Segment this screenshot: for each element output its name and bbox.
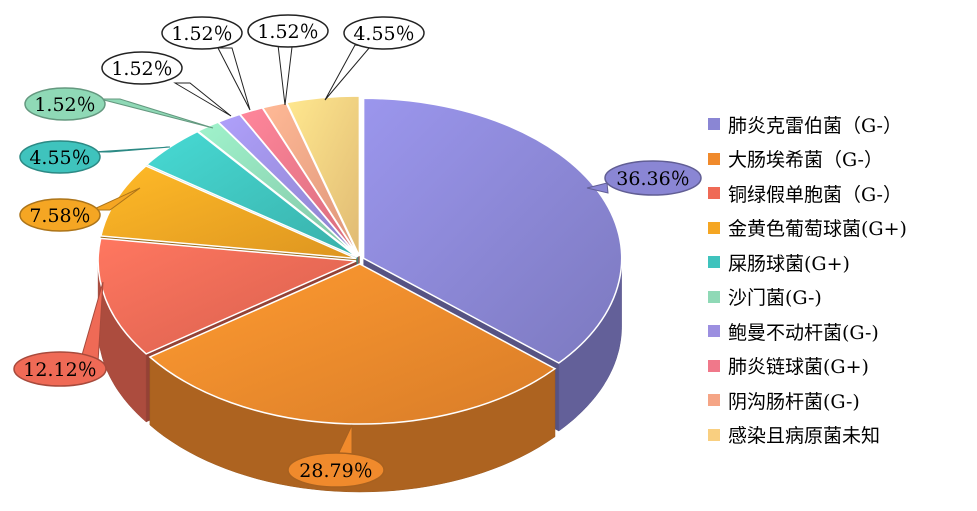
callout-bubble [19,198,101,232]
legend-swatch [708,256,720,269]
legend-item: 铜绿假单胞菌（G-） [708,176,973,211]
data-label: 4.55％ [353,23,414,45]
legend-swatch [708,325,720,338]
callout-bubble [604,160,702,196]
callout-pointer [173,82,232,117]
legend-label: 肺炎克雷伯菌（G-） [728,114,902,137]
data-label: 28.79％ [299,460,372,482]
legend-item: 鲍曼不动杆菌(G-) [708,314,973,349]
data-label: 1.52％ [111,58,172,80]
data-label-callouts: 36.36％ 28.79％ 12.12％ 7.58％ 4.55％ 1.52％ 1.52％ 1.… [13,14,702,488]
pie-slices [97,95,623,425]
legend-label: 屎肠球菌(G+) [728,252,850,275]
callout-bubble [247,14,329,48]
callout-pointer [79,281,104,363]
legend-swatch [708,152,720,165]
legend-swatch [708,428,720,441]
data-label: 7.58％ [29,205,90,227]
pie-slice-9 [285,95,361,257]
legend-item: 金黄色葡萄球菌(G+) [708,211,973,246]
callout-bubble [13,351,107,387]
legend-label: 肺炎链球菌(G+) [728,356,869,379]
pie-slice-1 [148,263,557,425]
legend-label: 铜绿假单胞菌（G-） [728,183,902,206]
callout-pointer [324,44,371,101]
legend-swatch [708,187,720,200]
data-label: 1.52％ [34,94,95,116]
legend-swatch [708,290,720,303]
callout-pointer [91,187,141,211]
legend-swatch [708,118,720,131]
callout-pointer [91,146,171,153]
legend-label: 金黄色葡萄球菌(G+) [728,218,907,241]
callout-bubble [287,452,385,488]
legend-item: 沙门菌(G-) [708,280,973,315]
callout-pointer [277,44,293,106]
data-label: 1.52％ [257,21,318,43]
legend-label: 沙门菌(G-) [728,287,822,310]
data-label: 36.36％ [616,168,689,190]
data-label: 4.55％ [29,147,90,169]
callout-bubble [24,87,106,121]
callout-pointer [217,47,251,111]
pie-slice-2 [97,237,357,355]
callout-bubble [101,51,183,85]
legend-item: 感染且病原菌未知 [708,418,973,453]
legend-item: 肺炎链球菌(G+) [708,349,973,384]
legend-item: 阴沟肠杆菌(G-) [708,383,973,418]
legend-label: 阴沟肠杆菌(G-) [728,390,860,413]
pie-slice-0 [362,97,623,364]
callout-pointer [586,182,609,194]
callout-bubble [161,16,243,50]
callout-bubble [343,16,425,50]
legend-label: 鲍曼不动杆菌(G-) [728,321,879,344]
legend: 肺炎克雷伯菌（G-） 大肠埃希菌（G-） 铜绿假单胞菌（G-） 金黄色葡萄球菌(G+)… [708,107,973,452]
callout-bubble [19,140,101,174]
data-label: 12.12％ [23,359,96,381]
legend-item: 大肠埃希菌（G-） [708,142,973,177]
legend-swatch [708,221,720,234]
legend-item: 肺炎克雷伯菌（G-） [708,107,973,142]
callout-pointer [99,98,214,129]
data-label: 1.52％ [171,23,232,45]
legend-label: 感染且病原菌未知 [728,425,881,448]
legend-swatch [708,394,720,407]
legend-swatch [708,359,720,372]
legend-label: 大肠埃希菌（G-） [728,149,883,172]
legend-item: 屎肠球菌(G+) [708,245,973,280]
